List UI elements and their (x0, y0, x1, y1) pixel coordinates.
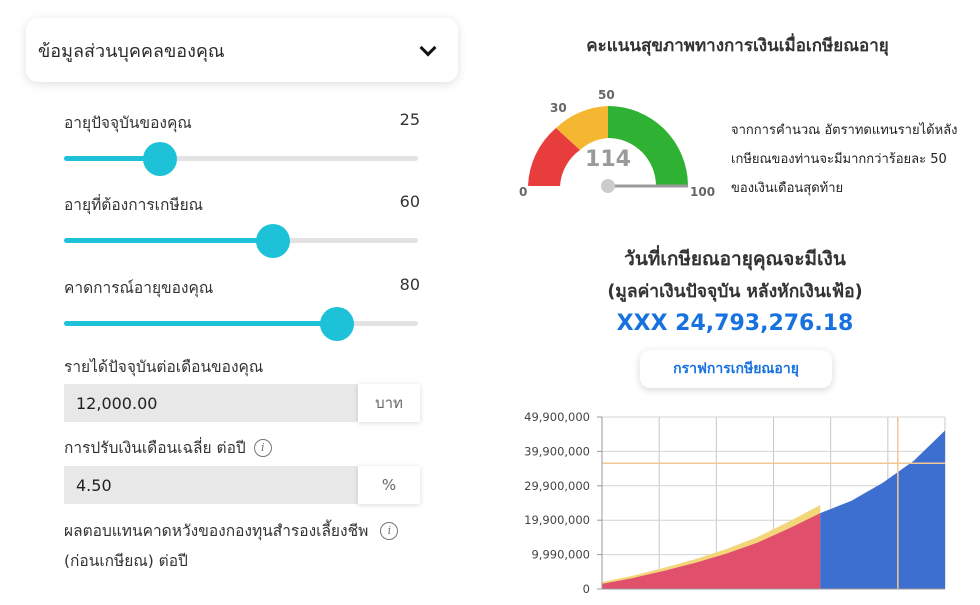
salary-raise-input[interactable]: 4.50 (64, 466, 358, 504)
fund-return-label-2: (ก่อนเกษียณ) ต่อปี (64, 548, 188, 573)
result-panel: คะแนนสุขภาพทางการเงินเมื่อเกษียณอายุ 114… (495, 0, 980, 605)
y-tick-label: 49,900,000 (524, 410, 590, 424)
life-expectancy-slider-track[interactable] (64, 321, 418, 326)
y-tick-label: 19,900,000 (524, 513, 590, 527)
retirement-chart: 0 9,990,000 19,900,000 29,900,000 39,900,000… (524, 410, 946, 596)
personal-info-accordion[interactable]: ข้อมูลส่วนบุคคลของคุณ (26, 18, 458, 82)
y-tick-label: 9,990,000 (531, 548, 590, 562)
result-headline: วันที่เกษียณอายุคุณจะมีเงิน (624, 248, 846, 270)
y-tick-label: 29,900,000 (524, 479, 590, 493)
slider-fill (64, 156, 160, 161)
slider-fill (64, 321, 337, 326)
retire-age-slider-track[interactable] (64, 238, 418, 243)
fund-return-label-line1: ผลตอบแทนคาดหวังของกองทุนสำรองเลี้ยงชีพ (64, 522, 369, 540)
retire-age-label: อายุที่ต้องการเกษียณ (64, 196, 204, 214)
slider-fill (64, 238, 273, 243)
gauge-label-max: 100 (690, 185, 715, 199)
section-title: ข้อมูลส่วนบุคคลของคุณ (38, 40, 225, 62)
salary-raise-unit: % (358, 466, 420, 504)
salary-raise-label-text: การปรับเงินเดือนเฉลี่ย ต่อปี (64, 439, 246, 457)
info-icon[interactable]: i (253, 438, 272, 457)
gauge-red-segment (528, 128, 580, 186)
life-expectancy-label: คาดการณ์อายุของคุณ (64, 279, 214, 297)
personal-info-panel: ข้อมูลส่วนบุคคลของคุณ อายุปัจจุบันของคุณ… (0, 0, 480, 605)
gauge-label-30: 30 (550, 101, 567, 115)
retire-age-slider-thumb[interactable] (255, 224, 290, 258)
current-age-slider-thumb[interactable] (142, 142, 177, 176)
salary-raise-label: การปรับเงินเดือนเฉลี่ย ต่อปี i (64, 435, 272, 460)
score-title: คะแนนสุขภาพทางการเงินเมื่อเกษียณอายุ (586, 36, 889, 56)
gauge-green-segment (608, 106, 688, 186)
score-note: จากการคำนวณ อัตราทดแทนรายได้หลังเกษียณขอ… (731, 123, 958, 196)
fund-return-label-line2: (ก่อนเกษียณ) ต่อปี (64, 552, 188, 570)
life-expectancy-slider-thumb[interactable] (319, 307, 354, 341)
score-gauge: 114 0 30 50 100 (519, 88, 715, 199)
y-tick-label: 0 (583, 582, 590, 596)
retire-age-value: 60 (399, 192, 420, 211)
post-retirement-area (820, 430, 945, 589)
income-input[interactable]: 12,000.00 (64, 384, 358, 422)
current-age-slider-track[interactable] (64, 156, 418, 161)
life-expectancy-value: 80 (399, 275, 420, 294)
pre-retirement-area (602, 513, 821, 589)
income-unit: บาท (358, 384, 420, 422)
gauge-yellow-segment (556, 106, 608, 150)
y-tick-label: 39,900,000 (524, 444, 590, 458)
current-age-label: อายุปัจจุบันของคุณ (64, 114, 192, 132)
result-subheadline: (มูลค่าเงินปัจจุบัน หลังหักเงินเฟ้อ) (607, 282, 863, 302)
fund-return-label: ผลตอบแทนคาดหวังของกองทุนสำรองเลี้ยงชีพ i (64, 518, 399, 543)
current-age-value: 25 (399, 110, 420, 129)
salary-raise-input-row: 4.50 % (64, 466, 420, 504)
gauge-needle-pivot (601, 179, 615, 193)
retirement-graph-button[interactable]: กราฟการเกษียณอายุ (640, 350, 832, 388)
result-amount: XXX 24,793,276.18 (616, 311, 854, 336)
income-label: รายได้ปัจจุบันต่อเดือนของคุณ (64, 354, 263, 379)
info-icon[interactable]: i (380, 521, 399, 540)
chevron-down-icon[interactable] (420, 42, 436, 58)
income-label-text: รายได้ปัจจุบันต่อเดือนของคุณ (64, 358, 264, 376)
gauge-score-value: 114 (585, 147, 631, 172)
gauge-label-50: 50 (598, 88, 615, 102)
income-input-row: 12,000.00 บาท (64, 384, 420, 422)
gauge-label-min: 0 (519, 185, 527, 199)
